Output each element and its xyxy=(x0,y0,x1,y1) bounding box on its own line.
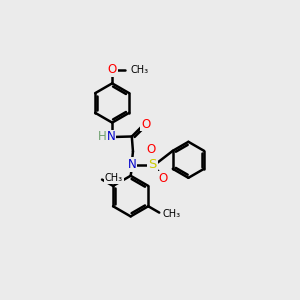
Text: CH₃: CH₃ xyxy=(105,173,123,183)
Text: CH₃: CH₃ xyxy=(131,65,149,75)
Text: CH₃: CH₃ xyxy=(163,209,181,219)
Text: N: N xyxy=(106,130,116,143)
Text: O: O xyxy=(141,118,150,130)
Text: O: O xyxy=(158,172,167,185)
Text: S: S xyxy=(148,158,157,171)
Text: H: H xyxy=(98,130,107,143)
Text: O: O xyxy=(107,64,117,76)
Text: N: N xyxy=(128,158,136,171)
Text: O: O xyxy=(147,143,156,156)
